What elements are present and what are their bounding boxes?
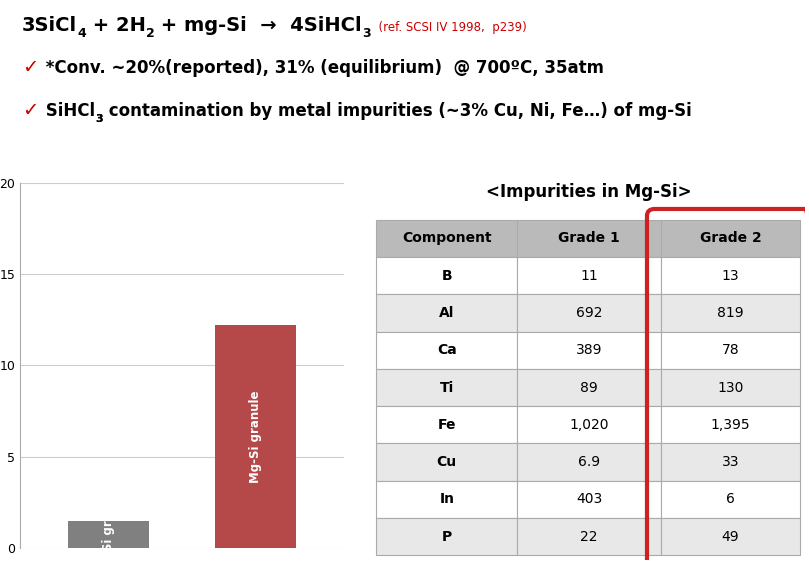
Text: ✓: ✓ (22, 101, 38, 120)
Text: 819: 819 (718, 306, 743, 320)
FancyBboxPatch shape (517, 295, 661, 332)
Text: 1,395: 1,395 (710, 418, 750, 432)
Text: Fe: Fe (438, 418, 456, 432)
FancyBboxPatch shape (517, 481, 661, 518)
Bar (68, 521, 149, 548)
FancyBboxPatch shape (376, 444, 517, 481)
Text: Mg-Si granule: Mg-Si granule (249, 391, 262, 483)
Text: ✓: ✓ (22, 58, 38, 77)
Text: 78: 78 (722, 343, 739, 357)
Text: Ca: Ca (437, 343, 456, 357)
FancyBboxPatch shape (661, 295, 800, 332)
FancyBboxPatch shape (661, 481, 800, 518)
Text: + mg-Si  →  4SiHCl: + mg-Si → 4SiHCl (155, 16, 362, 35)
Text: B: B (442, 269, 452, 283)
Bar (215, 325, 296, 548)
FancyBboxPatch shape (517, 518, 661, 556)
Text: (ref. SCSI IV 1998,  p239): (ref. SCSI IV 1998, p239) (371, 21, 527, 34)
FancyBboxPatch shape (376, 518, 517, 556)
Text: 130: 130 (718, 381, 743, 395)
FancyBboxPatch shape (517, 220, 661, 257)
Text: 2: 2 (146, 27, 155, 40)
Text: 33: 33 (722, 455, 739, 469)
FancyBboxPatch shape (661, 406, 800, 444)
Text: Grade 2: Grade 2 (700, 231, 761, 246)
Text: 22: 22 (580, 530, 598, 544)
Text: SiHCl: SiHCl (40, 102, 95, 120)
Text: P: P (442, 530, 452, 544)
Text: 49: 49 (722, 530, 739, 544)
Text: 389: 389 (576, 343, 603, 357)
Text: 89: 89 (580, 381, 598, 395)
Text: *Conv. ~20%(reported), 31% (equilibrium)  @ 700ºC, 35atm: *Conv. ~20%(reported), 31% (equilibrium)… (40, 59, 604, 77)
FancyBboxPatch shape (661, 369, 800, 406)
Text: 3: 3 (95, 114, 103, 124)
Text: 13: 13 (722, 269, 739, 283)
Text: 3SiCl: 3SiCl (22, 16, 77, 35)
Text: 403: 403 (576, 492, 603, 506)
FancyBboxPatch shape (661, 332, 800, 369)
Text: Cu: Cu (437, 455, 457, 469)
FancyBboxPatch shape (376, 332, 517, 369)
FancyBboxPatch shape (376, 257, 517, 295)
FancyBboxPatch shape (517, 444, 661, 481)
FancyBboxPatch shape (517, 406, 661, 444)
FancyBboxPatch shape (376, 369, 517, 406)
Text: 692: 692 (576, 306, 603, 320)
FancyBboxPatch shape (661, 257, 800, 295)
Text: Grade 1: Grade 1 (558, 231, 620, 246)
Text: 1,020: 1,020 (570, 418, 609, 432)
FancyBboxPatch shape (376, 406, 517, 444)
Text: 4: 4 (77, 27, 86, 40)
FancyBboxPatch shape (661, 518, 800, 556)
FancyBboxPatch shape (376, 481, 517, 518)
Text: 3: 3 (362, 27, 371, 40)
Text: In: In (439, 492, 455, 506)
Text: 3: 3 (95, 114, 103, 124)
Text: 6: 6 (726, 492, 735, 506)
Text: 11: 11 (580, 269, 598, 283)
Text: Ti: Ti (439, 381, 454, 395)
Text: 6.9: 6.9 (578, 455, 600, 469)
Text: Al: Al (439, 306, 455, 320)
Text: Pure Si granule: Pure Si granule (102, 483, 115, 571)
FancyBboxPatch shape (517, 332, 661, 369)
FancyBboxPatch shape (376, 295, 517, 332)
FancyBboxPatch shape (517, 257, 661, 295)
FancyBboxPatch shape (661, 220, 800, 257)
Text: + 2H: + 2H (86, 16, 146, 35)
FancyBboxPatch shape (376, 220, 517, 257)
FancyBboxPatch shape (517, 369, 661, 406)
Text: contamination by metal impurities (~3% Cu, Ni, Fe…) of mg-Si: contamination by metal impurities (~3% C… (103, 102, 692, 120)
FancyBboxPatch shape (661, 444, 800, 481)
Text: <Impurities in Mg-Si>: <Impurities in Mg-Si> (485, 183, 692, 201)
Text: Component: Component (402, 231, 492, 246)
